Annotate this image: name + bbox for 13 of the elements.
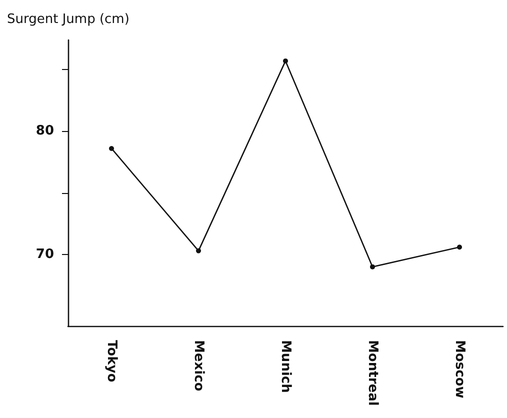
point xyxy=(109,146,114,151)
y-axis-title: Surgent Jump (cm) xyxy=(7,12,130,27)
x-tick-label: Montreal xyxy=(365,340,380,406)
point xyxy=(196,248,201,254)
x-tick-label: Munich xyxy=(278,340,293,393)
x-tick-label: Moscow xyxy=(452,340,467,398)
y-tick-label: 80 xyxy=(36,124,54,139)
point xyxy=(370,264,375,270)
point xyxy=(283,58,288,64)
x-tick-label: Tokyo xyxy=(104,340,119,382)
x-tick-label: Mexico xyxy=(191,340,206,392)
y-tick-label: 70 xyxy=(36,247,54,262)
point xyxy=(457,244,462,250)
